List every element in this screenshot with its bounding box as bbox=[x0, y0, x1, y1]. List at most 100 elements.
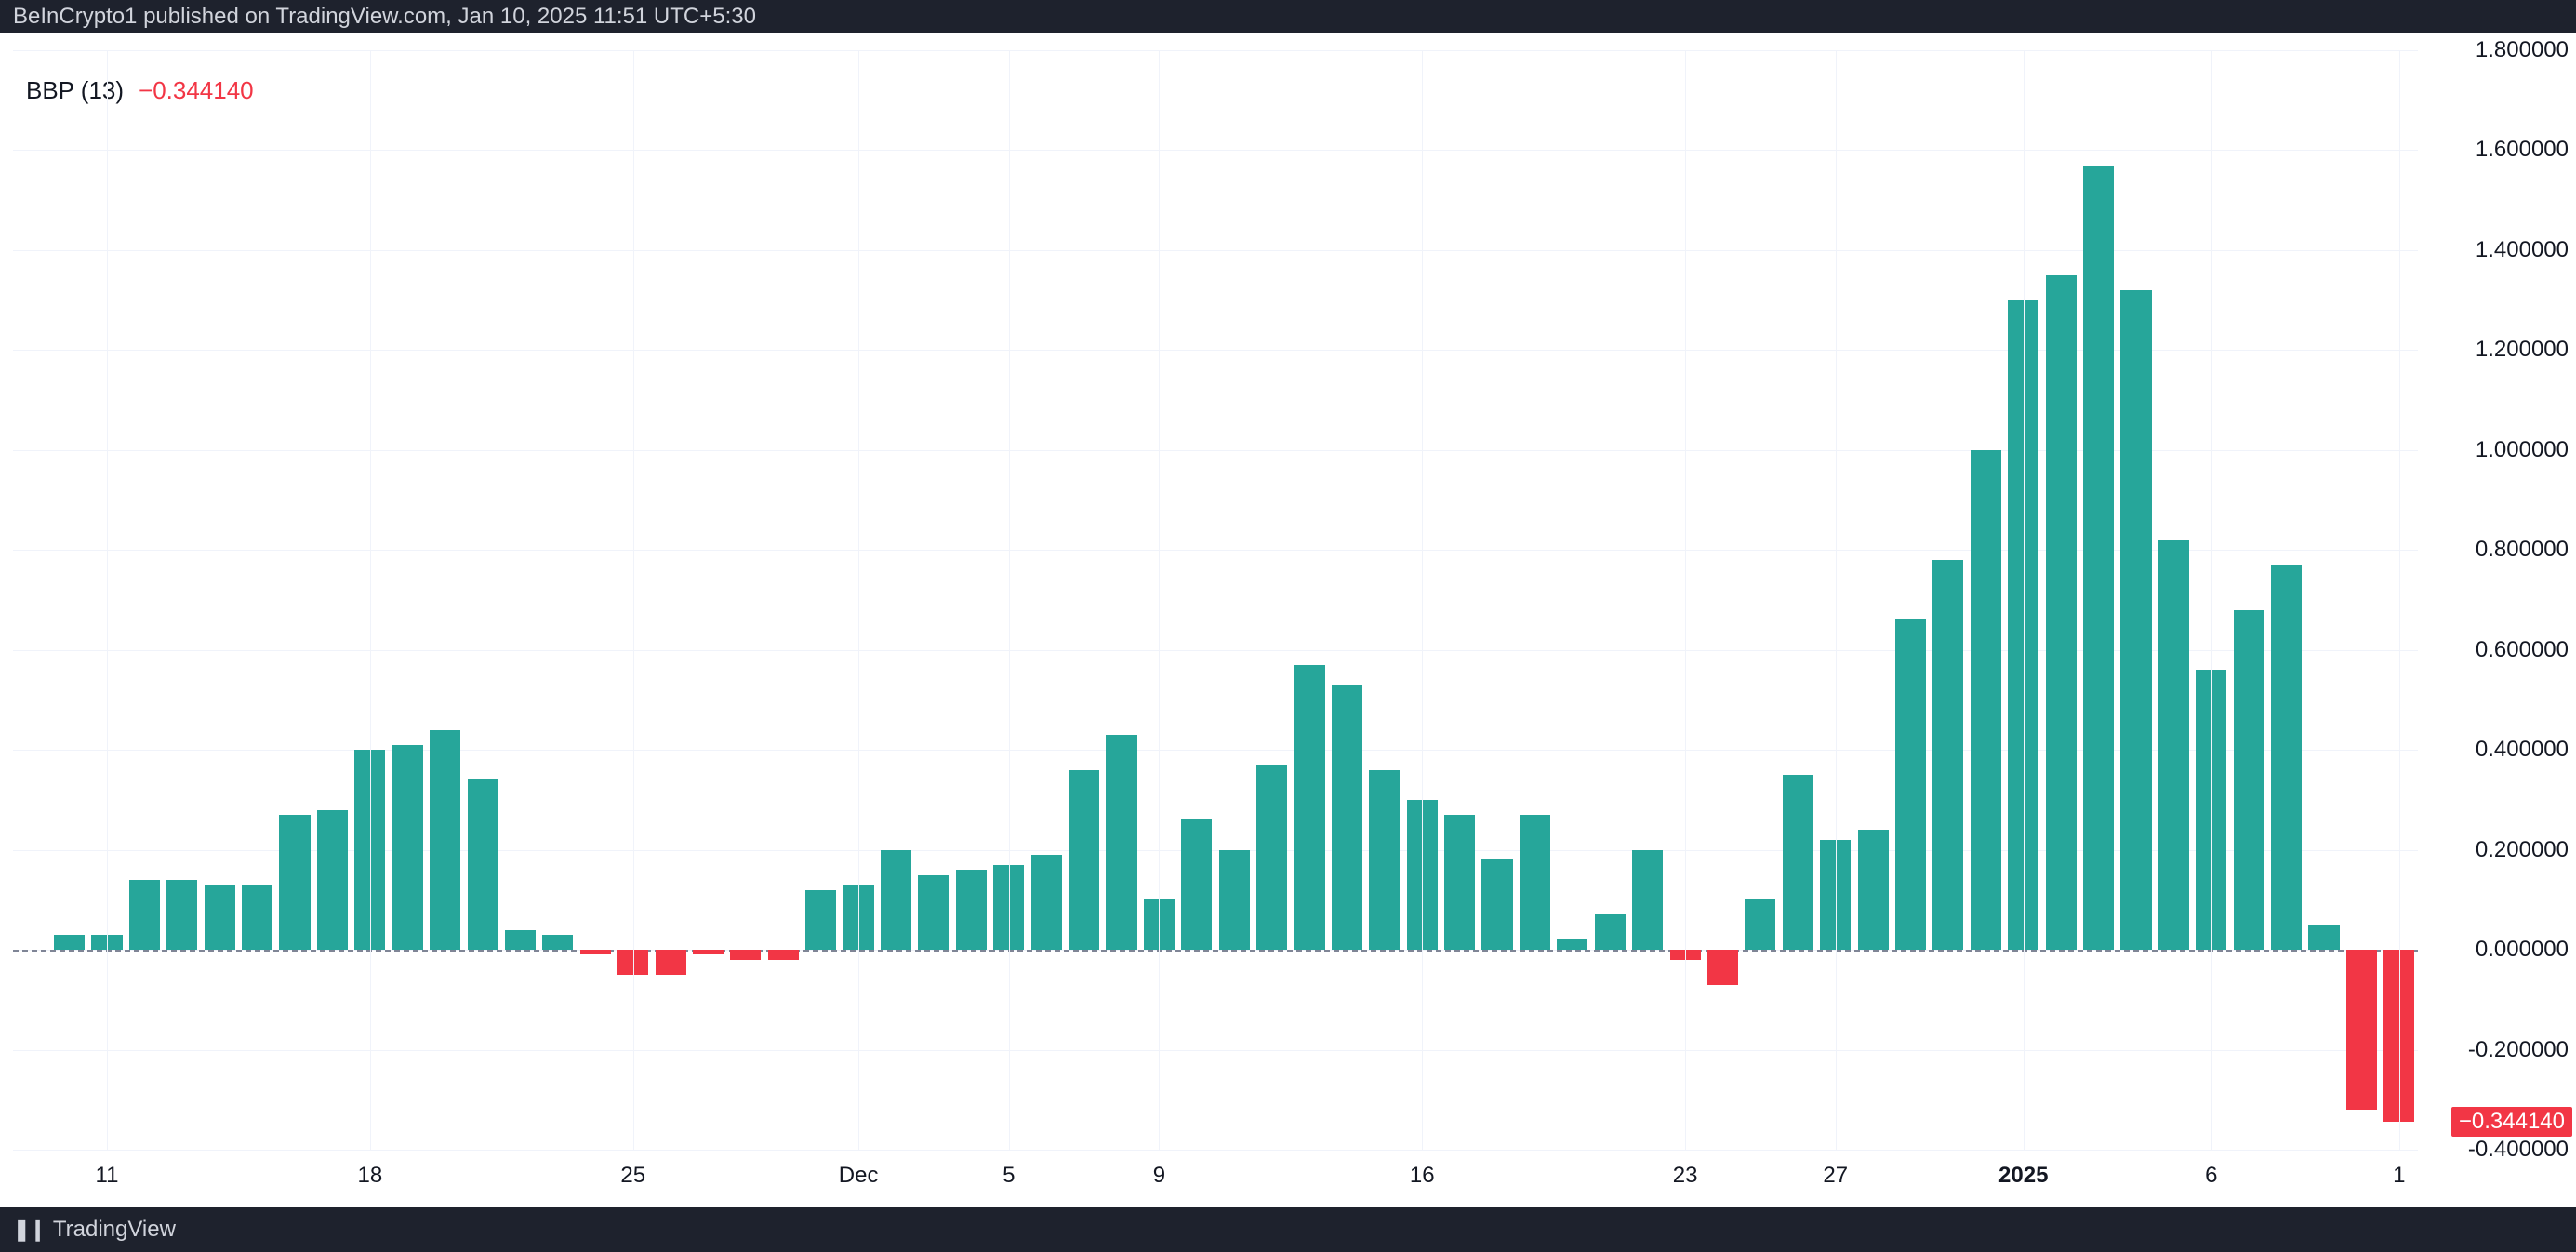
x-tick-label: 9 bbox=[1153, 1163, 1165, 1189]
bar[interactable] bbox=[1294, 665, 1324, 950]
publish-bar: BeInCrypto1 published on TradingView.com… bbox=[0, 0, 2576, 33]
bar[interactable] bbox=[468, 779, 498, 950]
bar[interactable] bbox=[1745, 899, 1775, 950]
y-tick-label: -0.400000 bbox=[2468, 1137, 2569, 1163]
x-tick-label: 5 bbox=[1003, 1163, 1015, 1189]
gridline-h bbox=[13, 1050, 2418, 1051]
bar[interactable] bbox=[1481, 859, 1512, 950]
gridline-v bbox=[107, 50, 108, 1150]
gridline-v bbox=[858, 50, 859, 1150]
bar[interactable] bbox=[1069, 770, 1099, 950]
gridline-h bbox=[13, 50, 2418, 51]
bar[interactable] bbox=[392, 745, 423, 950]
bar[interactable] bbox=[54, 935, 85, 950]
bar[interactable] bbox=[1256, 765, 1287, 950]
bar[interactable] bbox=[1595, 914, 1626, 950]
bar[interactable] bbox=[166, 880, 197, 950]
y-tick-label: 0.800000 bbox=[2476, 537, 2569, 563]
y-tick-label: 1.600000 bbox=[2476, 137, 2569, 163]
bar[interactable] bbox=[317, 810, 348, 950]
gridline-v bbox=[1685, 50, 1686, 1150]
y-tick-label: 1.800000 bbox=[2476, 37, 2569, 63]
bar[interactable] bbox=[768, 950, 799, 960]
bar[interactable] bbox=[2046, 275, 2077, 950]
bar[interactable] bbox=[730, 950, 761, 960]
bar[interactable] bbox=[2346, 950, 2377, 1110]
bar[interactable] bbox=[1932, 560, 1963, 950]
bar[interactable] bbox=[2158, 540, 2189, 951]
x-tick-label: 11 bbox=[96, 1163, 119, 1189]
bar[interactable] bbox=[430, 730, 460, 950]
bar[interactable] bbox=[1444, 815, 1475, 950]
x-tick-label: 27 bbox=[1823, 1163, 1848, 1189]
y-tick-label: 0.400000 bbox=[2476, 737, 2569, 763]
bar[interactable] bbox=[1971, 450, 2001, 950]
gridline-v bbox=[2211, 50, 2212, 1150]
y-axis[interactable]: 1.8000001.6000001.4000001.2000001.000000… bbox=[2418, 50, 2576, 1150]
x-tick-label: 1 bbox=[2393, 1163, 2405, 1189]
x-tick-label: 23 bbox=[1673, 1163, 1698, 1189]
publish-text: BeInCrypto1 published on TradingView.com… bbox=[13, 4, 756, 30]
bar[interactable] bbox=[242, 885, 272, 950]
bar[interactable] bbox=[2308, 925, 2339, 950]
brand-name: TradingView bbox=[53, 1217, 176, 1243]
bar[interactable] bbox=[1783, 775, 1813, 950]
tradingview-logo-icon: ❚❙ bbox=[13, 1218, 46, 1242]
bar[interactable] bbox=[1632, 850, 1663, 950]
gridline-v bbox=[1836, 50, 1837, 1150]
price-flag: −0.344140 bbox=[2451, 1107, 2572, 1137]
bar[interactable] bbox=[2271, 565, 2302, 950]
bar[interactable] bbox=[279, 815, 310, 950]
y-tick-label: 0.000000 bbox=[2476, 937, 2569, 963]
x-tick-label: 2025 bbox=[1998, 1163, 2048, 1189]
bar[interactable] bbox=[2234, 610, 2264, 950]
gridline-v bbox=[1009, 50, 1010, 1150]
bar[interactable] bbox=[1181, 819, 1212, 950]
y-tick-label: 1.400000 bbox=[2476, 237, 2569, 263]
gridline-v bbox=[633, 50, 634, 1150]
y-tick-label: -0.200000 bbox=[2468, 1037, 2569, 1063]
bar[interactable] bbox=[693, 950, 724, 954]
bar[interactable] bbox=[505, 930, 536, 950]
bar[interactable] bbox=[2120, 290, 2151, 950]
bar[interactable] bbox=[956, 870, 987, 950]
bar[interactable] bbox=[918, 875, 949, 951]
bar[interactable] bbox=[1520, 815, 1550, 950]
gridline-v bbox=[2399, 50, 2400, 1150]
bar[interactable] bbox=[881, 850, 911, 950]
bar[interactable] bbox=[542, 935, 573, 950]
bar[interactable] bbox=[580, 950, 611, 954]
gridline-v bbox=[2024, 50, 2025, 1150]
x-tick-label: 25 bbox=[620, 1163, 645, 1189]
x-tick-label: 6 bbox=[2205, 1163, 2217, 1189]
bar[interactable] bbox=[1106, 735, 1136, 950]
y-tick-label: 1.200000 bbox=[2476, 337, 2569, 363]
bar[interactable] bbox=[1895, 619, 1926, 950]
bar[interactable] bbox=[656, 950, 686, 975]
bar[interactable] bbox=[1031, 855, 1062, 950]
x-tick-label: Dec bbox=[839, 1163, 879, 1189]
bar[interactable] bbox=[1332, 685, 1362, 950]
bar[interactable] bbox=[1369, 770, 1400, 950]
x-axis[interactable]: 11 18 25 Dec 5 9 16 23 27 2025 6 1 bbox=[13, 1150, 2418, 1207]
x-tick-label: 16 bbox=[1410, 1163, 1435, 1189]
y-tick-label: 0.200000 bbox=[2476, 837, 2569, 863]
gridline-v bbox=[1422, 50, 1423, 1150]
gridline-h bbox=[13, 250, 2418, 251]
bar[interactable] bbox=[805, 890, 836, 950]
bar[interactable] bbox=[2083, 166, 2114, 951]
bar[interactable] bbox=[1707, 950, 1738, 985]
y-tick-label: 1.000000 bbox=[2476, 437, 2569, 463]
brand-bar: ❚❙ TradingView bbox=[0, 1207, 2576, 1252]
plot-region[interactable] bbox=[13, 50, 2418, 1150]
x-tick-label: 18 bbox=[358, 1163, 383, 1189]
gridline-h bbox=[13, 150, 2418, 151]
zero-line bbox=[13, 950, 2418, 952]
chart-pane[interactable]: BBP (13) −0.344140 1.8000001.6000001.400… bbox=[0, 33, 2576, 1207]
bar[interactable] bbox=[1219, 850, 1250, 950]
bar[interactable] bbox=[129, 880, 160, 950]
bar[interactable] bbox=[1557, 939, 1587, 950]
bar[interactable] bbox=[1858, 830, 1889, 950]
gridline-v bbox=[370, 50, 371, 1150]
bar[interactable] bbox=[205, 885, 235, 950]
